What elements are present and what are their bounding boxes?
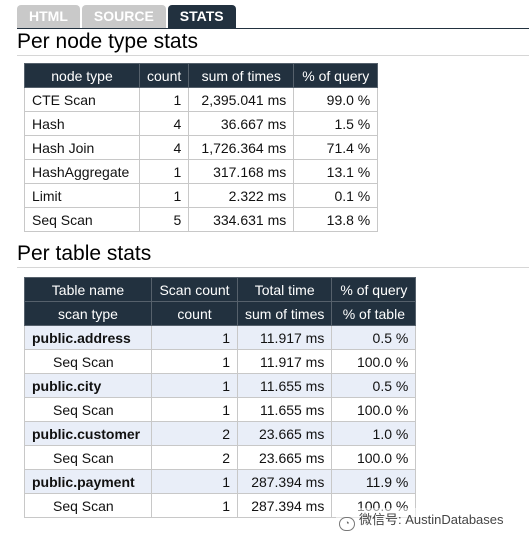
column-header-count[interactable]: count: [138, 63, 190, 88]
pct-of-query-cell: 71.4 %: [293, 135, 379, 160]
total-time-cell: 23.665 ms: [236, 421, 333, 446]
node-stats-title: Per node type stats: [17, 30, 529, 56]
scan-type-cell: Seq Scan: [24, 397, 152, 422]
total-time-cell: 11.917 ms: [236, 325, 333, 350]
table-row: HashAggregate 1 317.168 ms 13.1 %: [24, 159, 379, 184]
column-header-table-name[interactable]: Table name: [24, 277, 152, 302]
tab-bar: HTML SOURCE STATS: [17, 5, 238, 28]
table-group-row: public.city 1 11.655 ms 0.5 %: [24, 373, 417, 398]
column-header-sum-of-times: sum of times: [236, 301, 333, 326]
count-cell: 1: [151, 349, 238, 374]
pct-of-query-cell: 13.8 %: [293, 207, 379, 232]
watermark: ◔ 微信号: AustinDatabases: [336, 508, 507, 532]
scan-type-cell: Seq Scan: [24, 493, 152, 518]
table-name-cell: public.address: [24, 325, 152, 350]
node-type-cell: CTE Scan: [24, 87, 140, 112]
pct-of-table-cell: 100.0 %: [331, 397, 417, 422]
pct-of-query-cell: 99.0 %: [293, 87, 379, 112]
pct-of-query-cell: 13.1 %: [293, 159, 379, 184]
pct-of-query-cell: 0.1 %: [293, 183, 379, 208]
table-stats-table: Table name Scan count Total time % of qu…: [24, 277, 417, 518]
sum-of-times-cell: 1,726.364 ms: [188, 135, 295, 160]
node-stats-table: node type count sum of times % of query …: [24, 63, 379, 232]
table-stats-title: Per table stats: [17, 242, 529, 268]
table-row: CTE Scan 1 2,395.041 ms 99.0 %: [24, 87, 379, 112]
column-header-pct-of-query[interactable]: % of query: [331, 277, 417, 302]
pct-of-query-cell: 11.9 %: [331, 469, 417, 494]
pct-of-query-cell: 1.0 %: [331, 421, 417, 446]
watermark-text: 微信号: AustinDatabases: [359, 512, 504, 527]
tab-source[interactable]: SOURCE: [81, 5, 166, 28]
sum-of-times-cell: 11.917 ms: [236, 349, 333, 374]
table-stats-header-row-2: scan type count sum of times % of table: [24, 301, 417, 326]
table-stats-header-row-1: Table name Scan count Total time % of qu…: [24, 277, 417, 302]
sum-of-times-cell: 23.665 ms: [236, 445, 333, 470]
count-cell: 1: [138, 183, 190, 208]
count-cell: 2: [151, 445, 238, 470]
table-row: Limit 1 2.322 ms 0.1 %: [24, 183, 379, 208]
node-type-cell: Seq Scan: [24, 207, 140, 232]
count-cell: 1: [138, 87, 190, 112]
table-name-cell: public.city: [24, 373, 152, 398]
table-row: Hash 4 36.667 ms 1.5 %: [24, 111, 379, 136]
scan-type-cell: Seq Scan: [24, 445, 152, 470]
total-time-cell: 287.394 ms: [236, 469, 333, 494]
pct-of-query-cell: 0.5 %: [331, 373, 417, 398]
column-header-count: count: [151, 301, 238, 326]
pct-of-query-cell: 1.5 %: [293, 111, 379, 136]
column-header-sum-of-times[interactable]: sum of times: [188, 63, 295, 88]
node-type-cell: HashAggregate: [24, 159, 140, 184]
node-stats-header-row: node type count sum of times % of query: [24, 63, 379, 88]
count-cell: 5: [138, 207, 190, 232]
scan-count-cell: 1: [151, 469, 238, 494]
scan-count-cell: 1: [151, 325, 238, 350]
column-header-node-type[interactable]: node type: [24, 63, 140, 88]
table-group-row: public.payment 1 287.394 ms 11.9 %: [24, 469, 417, 494]
scan-type-cell: Seq Scan: [24, 349, 152, 374]
table-row: Hash Join 4 1,726.364 ms 71.4 %: [24, 135, 379, 160]
node-type-cell: Limit: [24, 183, 140, 208]
pct-of-table-cell: 100.0 %: [331, 445, 417, 470]
count-cell: 4: [138, 111, 190, 136]
pct-of-table-cell: 100.0 %: [331, 349, 417, 374]
sum-of-times-cell: 11.655 ms: [236, 397, 333, 422]
count-cell: 1: [151, 493, 238, 518]
sum-of-times-cell: 287.394 ms: [236, 493, 333, 518]
column-header-scan-type: scan type: [24, 301, 152, 326]
sum-of-times-cell: 2.322 ms: [188, 183, 295, 208]
tab-divider: [17, 28, 529, 29]
column-header-scan-count[interactable]: Scan count: [151, 277, 238, 302]
column-header-pct-of-query[interactable]: % of query: [293, 63, 379, 88]
table-name-cell: public.customer: [24, 421, 152, 446]
table-sub-row: Seq Scan 1 11.917 ms 100.0 %: [24, 349, 417, 374]
column-header-total-time[interactable]: Total time: [236, 277, 333, 302]
sum-of-times-cell: 2,395.041 ms: [188, 87, 295, 112]
count-cell: 1: [151, 397, 238, 422]
node-type-cell: Hash Join: [24, 135, 140, 160]
sum-of-times-cell: 36.667 ms: [188, 111, 295, 136]
sum-of-times-cell: 317.168 ms: [188, 159, 295, 184]
table-sub-row: Seq Scan 2 23.665 ms 100.0 %: [24, 445, 417, 470]
count-cell: 1: [138, 159, 190, 184]
total-time-cell: 11.655 ms: [236, 373, 333, 398]
table-group-row: public.address 1 11.917 ms 0.5 %: [24, 325, 417, 350]
node-type-cell: Hash: [24, 111, 140, 136]
table-name-cell: public.payment: [24, 469, 152, 494]
column-header-pct-of-table: % of table: [331, 301, 417, 326]
count-cell: 4: [138, 135, 190, 160]
tab-stats[interactable]: STATS: [167, 5, 236, 28]
scan-count-cell: 1: [151, 373, 238, 398]
sum-of-times-cell: 334.631 ms: [188, 207, 295, 232]
table-row: Seq Scan 5 334.631 ms 13.8 %: [24, 207, 379, 232]
wechat-icon: ◔: [339, 517, 355, 531]
table-sub-row: Seq Scan 1 11.655 ms 100.0 %: [24, 397, 417, 422]
pct-of-query-cell: 0.5 %: [331, 325, 417, 350]
scan-count-cell: 2: [151, 421, 238, 446]
table-group-row: public.customer 2 23.665 ms 1.0 %: [24, 421, 417, 446]
tab-html[interactable]: HTML: [17, 5, 80, 28]
